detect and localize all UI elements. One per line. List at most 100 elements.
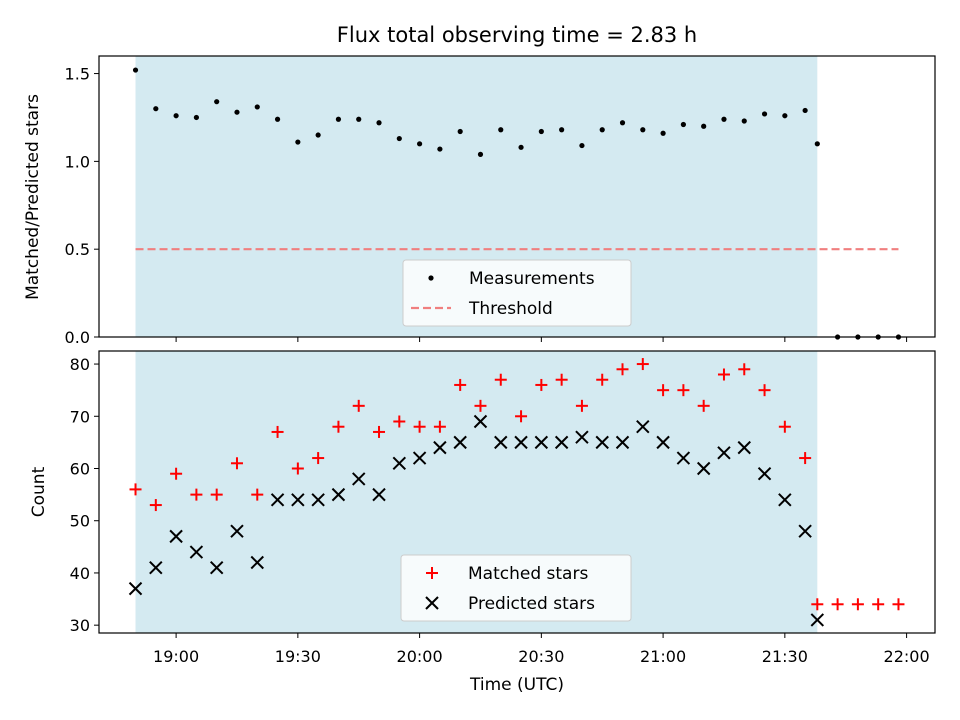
- matched-stars-point: [149, 499, 162, 512]
- predicted-stars-point: [554, 435, 569, 450]
- predicted-stars-point: [514, 435, 528, 450]
- measurement-point: [640, 127, 646, 133]
- bottom-y-ticks: 30 40 50 60 70 80: [70, 355, 99, 635]
- predicted-stars-point: [656, 435, 670, 450]
- bottom-y-axis-label: Count: [29, 466, 49, 517]
- predicted-stars-point: [615, 435, 630, 450]
- measurement-point: [396, 135, 402, 142]
- top-legend: Measurements Threshold: [402, 259, 632, 327]
- matched-stars-point: [555, 373, 568, 386]
- matched-stars-point: [758, 384, 771, 397]
- predicted-stars-point: [149, 561, 163, 575]
- matched-stars-point: [717, 368, 730, 381]
- predicted-stars-point: [595, 435, 609, 450]
- bottom-y-tick-label: 60: [70, 460, 90, 479]
- x-tick-label: 22:00: [884, 647, 930, 666]
- top-axes-frame: [98, 55, 936, 338]
- matched-stars-point: [433, 420, 446, 433]
- predicted-stars-point: [270, 493, 285, 507]
- predicted-stars-point: [372, 487, 386, 502]
- predicted-stars-point: [412, 451, 427, 465]
- measurement-point: [153, 106, 159, 112]
- predicted-stars-point: [717, 446, 731, 460]
- matched-stars-point: [636, 358, 649, 371]
- bottom-y-tick-label: 50: [70, 512, 90, 531]
- matched-stars-legend-label: Matched stars: [468, 564, 588, 584]
- measurements-legend-marker: [428, 275, 434, 281]
- predicted-stars-point: [392, 456, 407, 470]
- measurement-point: [477, 151, 484, 157]
- matched-stars-point: [291, 462, 304, 475]
- bottom-y-tick-label: 40: [70, 564, 90, 583]
- measurement-point: [814, 141, 820, 147]
- bottom-panel: 30 40 50 60 70 80 19:00 19:30 20:00 20:30 21:00 21…: [29, 350, 936, 695]
- measurement-point: [234, 109, 240, 115]
- top-data-layer: [132, 67, 902, 340]
- matched-stars-point: [872, 598, 885, 611]
- top-y-tick-label: 0.0: [65, 328, 90, 347]
- measurement-point: [335, 116, 342, 122]
- measurement-point: [132, 67, 139, 73]
- matched-stars-point: [851, 598, 864, 611]
- predicted-stars-point: [534, 435, 549, 450]
- matched-stars-point: [892, 598, 905, 611]
- measurement-point: [376, 120, 382, 126]
- measurement-point: [559, 127, 565, 133]
- predicted-stars-point: [189, 545, 204, 559]
- predicted-stars-point: [331, 487, 346, 502]
- matched-stars-point: [515, 410, 528, 423]
- matched-stars-point: [799, 452, 812, 465]
- bottom-y-tick-label: 70: [70, 407, 90, 426]
- measurement-point: [579, 142, 585, 149]
- measurements-legend-label: Measurements: [469, 269, 595, 289]
- measurement-point: [193, 114, 199, 121]
- predicted-stars-point: [352, 472, 366, 486]
- measurement-point: [254, 104, 260, 110]
- top-y-tick-label: 1.0: [65, 152, 90, 171]
- threshold-legend-label: Threshold: [468, 299, 553, 319]
- predicted-stars-point: [128, 581, 143, 596]
- matched-stars-point: [190, 488, 203, 501]
- measurement-point: [782, 113, 788, 119]
- measurement-point: [619, 120, 626, 126]
- x-tick-label: 21:00: [640, 647, 686, 666]
- matched-stars-point: [535, 378, 548, 391]
- x-tick-label: 19:30: [275, 647, 321, 666]
- top-y-ticks: 0.0 0.5 1.0 1.5: [65, 65, 99, 347]
- matched-stars-point: [494, 373, 507, 386]
- matched-stars-point: [697, 399, 710, 412]
- bottom-y-tick-label: 30: [70, 616, 90, 635]
- matched-stars-point: [657, 384, 670, 397]
- matched-stars-point: [413, 420, 426, 433]
- matched-stars-point: [454, 378, 467, 391]
- measurement-point: [599, 127, 605, 133]
- top-x-ticks: [175, 337, 908, 342]
- matched-stars-point: [251, 488, 264, 501]
- matched-stars-point: [230, 457, 243, 470]
- matched-stars-point: [811, 598, 824, 611]
- matched-stars-point: [210, 488, 223, 501]
- predicted-stars-point: [575, 430, 589, 444]
- x-axis-label: Time (UTC): [469, 675, 564, 695]
- matched-stars-point: [677, 384, 690, 397]
- predicted-stars-point: [757, 467, 772, 481]
- matched-stars-point: [575, 399, 588, 412]
- x-tick-label: 20:00: [397, 647, 443, 666]
- predicted-stars-point: [291, 493, 305, 507]
- predicted-stars-point: [676, 451, 691, 465]
- measurement-point: [457, 128, 463, 135]
- matched-stars-point: [129, 483, 142, 496]
- predicted-stars-point: [433, 440, 447, 455]
- matched-stars-point: [312, 452, 325, 465]
- top-y-tick-label: 0.5: [65, 240, 90, 259]
- matched-stars-point: [373, 425, 386, 438]
- measurement-point: [356, 116, 362, 122]
- predicted-stars-point: [494, 435, 508, 450]
- matched-stars-point: [332, 420, 345, 433]
- measurement-point: [680, 121, 686, 128]
- bottom-x-ticks: 19:00 19:30 20:00 20:30 21:00 21:30 22:00: [153, 633, 930, 666]
- predicted-stars-point: [778, 493, 792, 507]
- measurement-point: [214, 99, 220, 105]
- measurement-point: [721, 116, 727, 122]
- matched-stars-point: [474, 399, 487, 412]
